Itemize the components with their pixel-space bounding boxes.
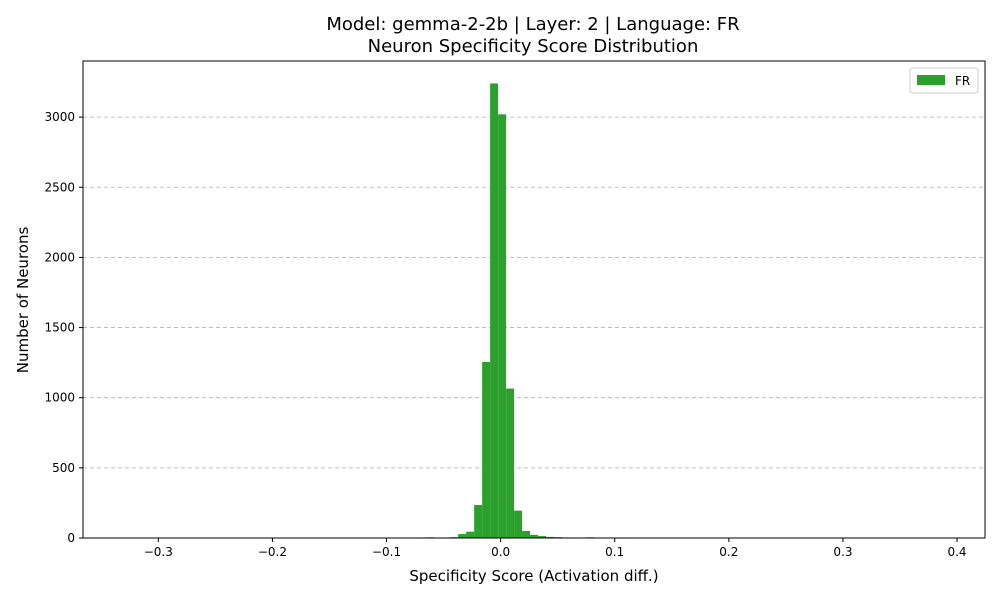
y-tick-label: 2500 — [44, 180, 75, 194]
x-tick-label: 0.0 — [491, 545, 510, 559]
histogram-bar — [490, 83, 498, 538]
x-tick-label: 0.4 — [947, 545, 966, 559]
y-tick-label: 1500 — [44, 321, 75, 335]
x-tick-label: 0.1 — [605, 545, 624, 559]
gridlines — [83, 117, 985, 468]
y-tick-label: 0 — [67, 531, 75, 545]
histogram-bar — [514, 511, 522, 538]
histogram-bar — [498, 114, 506, 538]
x-tick-label: 0.2 — [719, 545, 738, 559]
y-axis-label: Number of Neurons — [14, 227, 32, 374]
histogram-bar — [466, 532, 474, 538]
histogram-bar — [458, 534, 466, 538]
histogram-bar — [522, 531, 530, 538]
legend-swatch — [917, 75, 945, 85]
x-tick-label: 0.3 — [833, 545, 852, 559]
y-axis-ticks: 0 500 1000 1500 2000 2500 3000 — [44, 110, 83, 545]
x-axis-label: Specificity Score (Activation diff.) — [409, 567, 658, 585]
y-tick-label: 2000 — [44, 250, 75, 264]
histogram-bar — [482, 362, 490, 538]
plot-area-frame — [83, 61, 985, 538]
x-tick-label: −0.1 — [372, 545, 401, 559]
histogram-bars — [410, 83, 626, 538]
x-axis-ticks: −0.3 −0.2 −0.1 0.0 0.1 0.2 0.3 0.4 — [144, 538, 967, 559]
y-tick-label: 500 — [52, 461, 75, 475]
legend-label: FR — [955, 74, 970, 88]
y-tick-label: 1000 — [44, 391, 75, 405]
y-tick-label: 3000 — [44, 110, 75, 124]
histogram-bar — [474, 505, 482, 538]
legend: FR — [910, 68, 978, 93]
chart-title-line-2: Neuron Specificity Score Distribution — [368, 36, 699, 57]
x-tick-label: −0.3 — [144, 545, 173, 559]
chart-title-line-1: Model: gemma-2-2b | Layer: 2 | Language:… — [326, 14, 739, 35]
histogram-bar — [506, 389, 514, 538]
x-tick-label: −0.2 — [258, 545, 287, 559]
